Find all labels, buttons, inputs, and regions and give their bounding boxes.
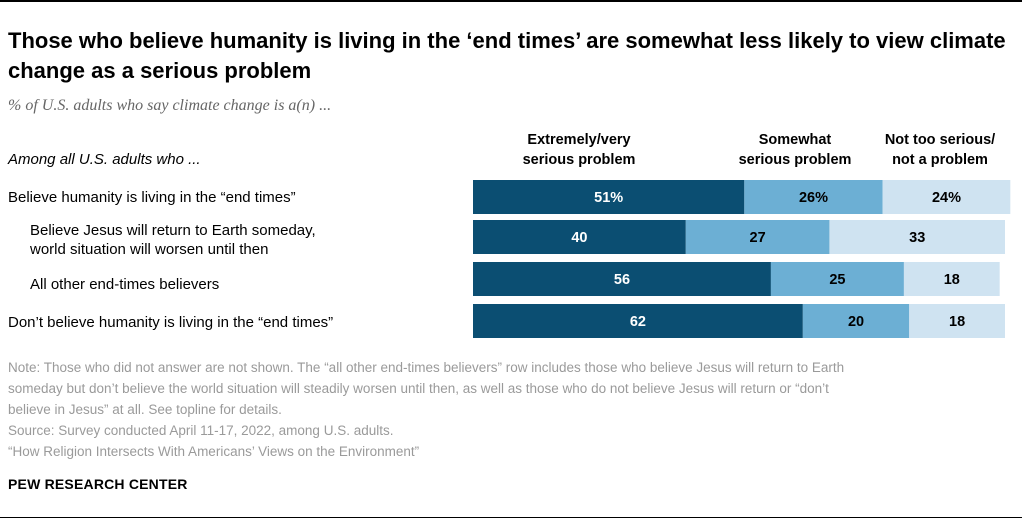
- chart-title: Those who believe humanity is living in …: [8, 28, 1006, 83]
- bar-segment-somewhat-row-1: [744, 180, 883, 214]
- row-label-line: Believe Jesus will return to Earth somed…: [30, 222, 316, 239]
- chart-subtitle: % of U.S. adults who say climate change …: [8, 97, 332, 114]
- stacked-bar-chart: 51% 26% 24% 40 27 33 56 25 18 62 20 18: [473, 180, 1011, 338]
- column-header-line: serious problem: [738, 152, 852, 168]
- row-group-header: Among all U.S. adults who ...: [8, 151, 201, 168]
- top-rule: [0, 0, 1022, 2]
- data-label-somewhat-row-4: 20: [848, 314, 864, 330]
- row-label-jesus-return: Believe Jesus will return to Earth somed…: [30, 221, 316, 259]
- data-label-not-too-serious-row-4: 18: [949, 314, 965, 330]
- data-label-extremely-very-row-2: 40: [571, 230, 587, 246]
- row-label-line: world situation will worsen until then: [30, 241, 269, 258]
- row-label-line: Believe humanity is living in the “end t…: [8, 189, 296, 206]
- column-header-extremely-very: Extremely/very serious problem: [499, 130, 659, 170]
- column-header-not-too-serious: Not too serious/ not a problem: [860, 130, 1020, 170]
- column-header-line: Not too serious/: [884, 132, 996, 148]
- bar-segment-somewhat-row-3: [770, 262, 904, 296]
- row-label-other-believers: All other end-times believers: [30, 275, 219, 294]
- bar-segment-somewhat-row-4: [802, 304, 910, 338]
- row-label-non-believers: Don’t believe humanity is living in the …: [8, 313, 333, 332]
- data-label-somewhat-row-1: 26%: [799, 190, 828, 206]
- column-header-line: not a problem: [892, 152, 988, 168]
- note-line: Note: Those who did not answer are not s…: [8, 360, 845, 375]
- note-line: someday but don’t believe the world situ…: [8, 381, 829, 396]
- bottom-rule: [0, 517, 1022, 518]
- data-label-somewhat-row-3: 25: [829, 272, 845, 288]
- row-label-line: Don’t believe humanity is living in the …: [8, 314, 334, 331]
- bar-segment-not-too-serious-row-3: [903, 262, 1000, 296]
- data-label-not-too-serious-row-3: 18: [944, 272, 960, 288]
- bar-segment-not-too-serious-row-2: [829, 220, 1005, 254]
- bar-segment-extremely-very-row-4: [473, 304, 803, 338]
- data-label-extremely-very-row-3: 56: [614, 272, 630, 288]
- column-header-somewhat: Somewhat serious problem: [715, 130, 875, 170]
- bar-segment-extremely-very-row-2: [473, 220, 686, 254]
- column-header-line: serious problem: [522, 152, 636, 168]
- data-label-extremely-very-row-4: 62: [630, 314, 646, 330]
- bar-segment-not-too-serious-row-4: [909, 304, 1005, 338]
- brand-logo-text: PEW RESEARCH CENTER: [8, 476, 188, 492]
- data-label-not-too-serious-row-1: 24%: [932, 190, 961, 206]
- column-header-line: Extremely/very: [527, 132, 631, 148]
- bar-segment-extremely-very-row-3: [473, 262, 771, 296]
- note-line: believe in Jesus” at all. See topline fo…: [8, 402, 282, 417]
- data-label-not-too-serious-row-2: 33: [909, 230, 925, 246]
- report-title-line: “How Religion Intersects With Americans’…: [8, 444, 420, 459]
- data-label-somewhat-row-2: 27: [750, 230, 766, 246]
- data-label-extremely-very-row-1: 51%: [594, 190, 623, 206]
- column-header-line: Somewhat: [758, 132, 832, 148]
- bar-segment-extremely-very-row-1: [473, 180, 745, 214]
- source-line: Source: Survey conducted April 11-17, 20…: [8, 423, 394, 438]
- row-label-end-times-believers: Believe humanity is living in the “end t…: [8, 188, 296, 207]
- footnote: Note: Those who did not answer are not s…: [8, 357, 1008, 462]
- bar-segment-not-too-serious-row-1: [882, 180, 1011, 214]
- bar-segment-somewhat-row-2: [685, 220, 830, 254]
- row-label-line: All other end-times believers: [30, 276, 220, 293]
